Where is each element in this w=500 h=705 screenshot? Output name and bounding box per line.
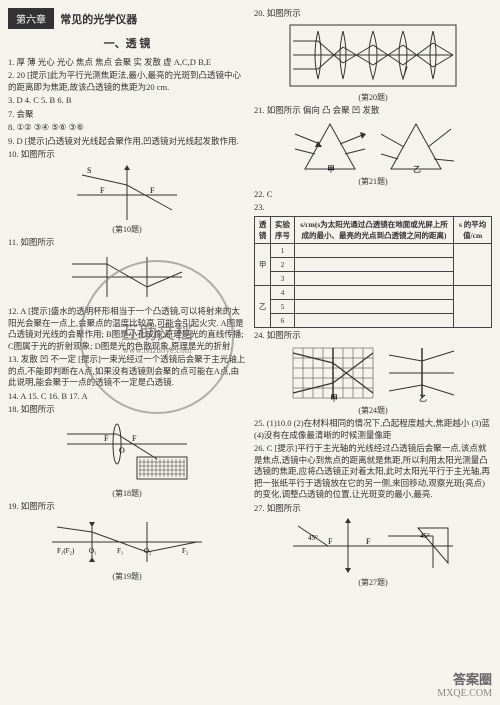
figure-24-label: (第24题) [254, 405, 492, 416]
answer-14: 14. A 15. C 16. B 17. A [8, 391, 246, 402]
answer-21: 21. 如图所示 偏向 凸 会聚 凹 发散 [254, 105, 492, 116]
figure-20-label: (第20题) [254, 92, 492, 103]
answer-13: 13. 发散 凹 不一定 [提示]一束光经过一个透镜后会聚于主光轴上的点,不能即… [8, 354, 246, 388]
svg-text:乙: 乙 [413, 165, 421, 174]
figure-27-label: (第27题) [254, 577, 492, 588]
th-lens: 透镜 [255, 216, 271, 243]
figure-20 [288, 23, 458, 88]
svg-text:S: S [87, 166, 91, 175]
figure-19-label: (第19题) [8, 571, 246, 582]
svg-text:O: O [119, 446, 125, 455]
figure-11 [67, 252, 187, 302]
footer-site: MXQE.COM [437, 688, 492, 699]
answer-4: 7. 会聚 [8, 109, 246, 120]
svg-text:甲: 甲 [330, 394, 338, 403]
answer-3: 3. D 4. C 5. B 6. B [8, 95, 246, 106]
figure-24b: 乙 [384, 343, 459, 403]
chapter-title: 常见的光学仪器 [60, 14, 137, 26]
footer-brand: 答案圈 [437, 669, 492, 688]
svg-text:F: F [150, 186, 155, 195]
answer-22: 22. C [254, 189, 492, 200]
svg-text:45°: 45° [420, 532, 430, 540]
cell-lensA: 甲 [255, 243, 271, 285]
th-s: s/cm(s为太阳光通过凸透镜在地面或光屏上所成的最小、最亮的光点到凸透镜之间的… [294, 216, 454, 243]
answer-23: 23. [254, 202, 492, 213]
answer-2: 2. 20 [提示]此为平行光测焦距法,最小,最亮的光斑到凸透镜中心的距离即为焦… [8, 70, 246, 93]
section-title: 一、透 镜 [8, 35, 246, 51]
svg-text:F: F [104, 434, 109, 443]
answer-10: 10. 如图所示 [8, 149, 246, 160]
figure-24a: 甲 [288, 343, 378, 403]
figure-21-label: (第21题) [254, 176, 492, 187]
figure-21a: 甲 [290, 119, 370, 174]
svg-text:O₁: O₁ [89, 547, 97, 555]
svg-text:F: F [328, 537, 333, 546]
answer-6: 9. D [提示]凸透镜对光线起会聚作用,凹透镜对光线起发散作用. [8, 136, 246, 147]
answer-19: 19. 如图所示 [8, 501, 246, 512]
svg-text:F₁: F₁ [117, 547, 123, 555]
answer-18: 18. 如图所示 [8, 404, 246, 415]
svg-text:乙: 乙 [419, 394, 427, 403]
answer-26: 26. C [提示]平行于主光轴的光线经过凸透镜后会聚一点,该点就是焦点,透镜中… [254, 443, 492, 500]
svg-text:F₁(F₂): F₁(F₂) [57, 547, 75, 555]
th-trial: 实验序号 [271, 216, 295, 243]
answer-11: 11. 如图所示 [8, 237, 246, 248]
figure-27: F F 45° 45° [288, 518, 458, 573]
footer: 答案圈 MXQE.COM [437, 669, 492, 699]
figure-10-label: (第10题) [8, 224, 246, 235]
figure-21b: 乙 [376, 119, 456, 174]
svg-text:F: F [132, 434, 137, 443]
figure-10: F F S [72, 165, 182, 220]
svg-text:F₂: F₂ [182, 547, 189, 555]
svg-text:甲: 甲 [327, 165, 335, 174]
answer-1: 1. 厚 薄 光心 光心 焦点 焦点 会聚 实 发散 虚 A,C,D B,E [8, 57, 246, 68]
figure-18-label: (第18题) [8, 488, 246, 499]
th-avg: s 的平均值/cm [454, 216, 492, 243]
chapter-header: 第六章 常见的光学仪器 [8, 8, 246, 29]
answer-24: 24. 如图所示 [254, 330, 492, 341]
answer-27: 27. 如图所示 [254, 503, 492, 514]
answer-5: 8. ①② ③④ ⑤⑥ ③⑥ [8, 122, 246, 133]
svg-text:O₂: O₂ [144, 547, 152, 555]
figure-19: F₁(F₂) O₁ F₁ O₂ F₂ [47, 517, 207, 567]
svg-text:F: F [366, 537, 371, 546]
answer-20: 20. 如图所示 [254, 8, 492, 19]
table-23: 透镜 实验序号 s/cm(s为太阳光通过凸透镜在地面或光屏上所成的最小、最亮的光… [254, 216, 492, 328]
svg-text:F: F [100, 186, 105, 195]
answer-12: 12. A [提示]盛水的透明杯形相当于一个凸透镜,可以将射来的太阳光会聚在一点… [8, 306, 246, 352]
svg-text:45°: 45° [308, 534, 318, 542]
chapter-number: 第六章 [8, 8, 54, 29]
figure-18: F O F [62, 419, 192, 484]
answer-25: 25. (1)10.0 (2)在材料相同的情况下,凸起程度越大,焦距越小 (3)… [254, 418, 492, 441]
cell-lensB: 乙 [255, 285, 271, 327]
